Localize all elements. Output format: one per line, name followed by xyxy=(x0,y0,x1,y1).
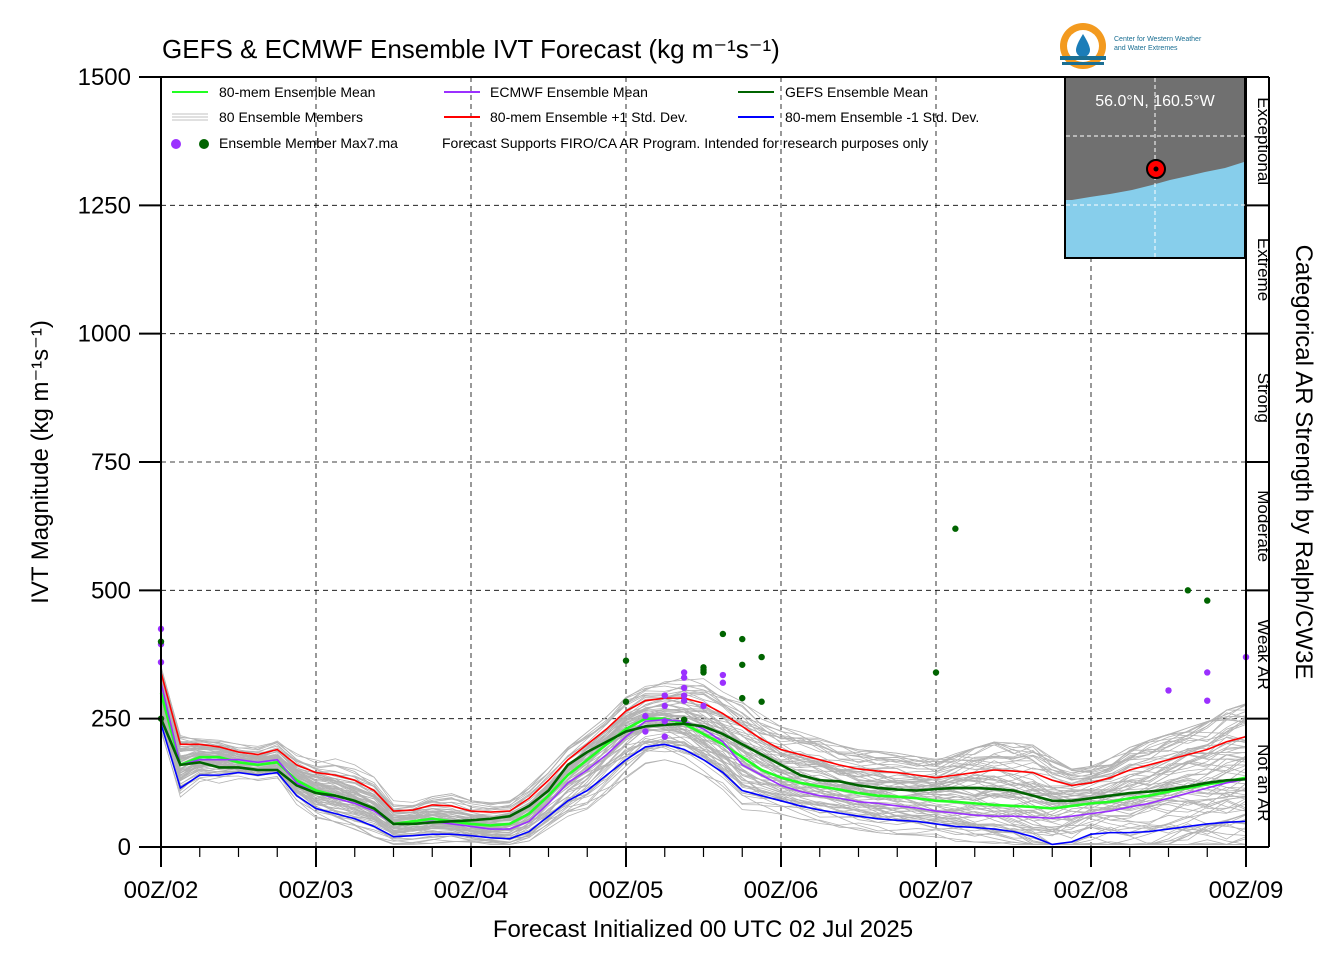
ecmwf-max-point xyxy=(1204,697,1211,704)
category-label: Not an AR xyxy=(1254,744,1273,822)
x-tick-label: 00Z/02 xyxy=(124,877,199,904)
legend-max: Ensemble Member Max7.ma xyxy=(219,135,398,151)
x-tick-label: 00Z/08 xyxy=(1054,877,1129,904)
legend-plus-std: 80-mem Ensemble +1 Std. Dev. xyxy=(490,109,688,125)
legend-ecmwf: ECMWF Ensemble Mean xyxy=(490,84,648,100)
category-axis: Exceptional Extreme Strong Moderate Weak AR N… xyxy=(1246,76,1273,848)
inset-map: 56.0°N, 160.5°W xyxy=(1064,76,1246,259)
max-points xyxy=(157,525,1250,740)
gefs-max-point xyxy=(622,657,630,664)
gefs-max-point xyxy=(952,525,959,532)
legend: 80-mem Ensemble Mean 80 Ensemble Members… xyxy=(171,84,979,151)
category-label: Strong xyxy=(1254,373,1273,423)
ensemble-member-line xyxy=(160,684,1247,820)
ecmwf-max-point xyxy=(1165,687,1172,694)
logo-text-line2: and Water Extremes xyxy=(1114,45,1178,52)
y-axis-ticks: 0 250 500 750 1000 1250 1500 xyxy=(78,64,161,861)
legend-minus-std: 80-mem Ensemble -1 Std. Dev. xyxy=(785,109,979,125)
ensemble-member-line xyxy=(160,704,1247,843)
y-tick-label: 0 xyxy=(118,834,131,861)
x-tick-label: 00Z/05 xyxy=(589,877,664,904)
right-axis-title: Categorical AR Strength by Ralph/CW3E xyxy=(1290,245,1317,680)
gefs-max-point xyxy=(1184,587,1192,594)
ecmwf-max-point xyxy=(680,674,688,681)
chart-title: GEFS & ECMWF Ensemble IVT Forecast (kg m… xyxy=(162,34,780,64)
ecmwf-max-point xyxy=(661,718,668,725)
gefs-max-point xyxy=(719,630,727,638)
x-axis-label: Forecast Initialized 00 UTC 02 Jul 2025 xyxy=(493,916,913,943)
ecmwf-max-point xyxy=(680,669,688,676)
x-tick-label: 00Z/04 xyxy=(434,877,509,904)
gefs-max-point xyxy=(739,694,746,702)
ensemble-member-line xyxy=(160,672,1247,821)
alaska-land-icon xyxy=(1066,78,1244,200)
category-label: Exceptional xyxy=(1254,97,1273,185)
water-drop-icon xyxy=(1076,34,1090,57)
legend-note: Forecast Supports FIRO/CA AR Program. In… xyxy=(442,135,928,151)
logo-text-line1: Center for Western Weather xyxy=(1114,36,1202,43)
ecmwf-max-point xyxy=(661,692,668,699)
cw3e-logo: Center for Western Weather and Water Ext… xyxy=(1060,23,1202,69)
y-tick-label: 750 xyxy=(91,449,131,476)
inset-location-label: 56.0°N, 160.5°W xyxy=(1095,93,1215,110)
gefs-max-point xyxy=(758,653,765,661)
category-label: Moderate xyxy=(1254,490,1273,562)
gefs-max-point xyxy=(622,698,630,705)
ensemble-member-line xyxy=(160,718,1247,845)
gefs-max-point xyxy=(700,666,707,674)
ecmwf-max-point xyxy=(700,702,707,710)
ensemble-member-line xyxy=(160,676,1247,832)
ensemble-member-lines xyxy=(160,666,1247,845)
ensemble-member-line xyxy=(160,713,1247,845)
ensemble-member-line xyxy=(160,696,1247,840)
ecmwf-max-point xyxy=(680,697,688,704)
x-tick-label: 00Z/07 xyxy=(899,877,974,904)
legend-gefs: GEFS Ensemble Mean xyxy=(785,84,928,100)
ecmwf-max-point xyxy=(661,702,668,710)
ecmwf-max-point xyxy=(661,733,668,740)
ecmwf-max-point xyxy=(719,679,727,686)
y-tick-label: 1250 xyxy=(78,192,131,219)
ecmwf-max-point xyxy=(642,728,649,735)
gefs-max-point xyxy=(739,635,746,643)
y-tick-label: 250 xyxy=(91,706,131,733)
ensemble-member-line xyxy=(160,684,1247,823)
series-line xyxy=(159,718,1247,826)
legend-members: 80 Ensemble Members xyxy=(219,109,363,125)
gefs-max-point xyxy=(1204,597,1211,604)
gefs-max-point xyxy=(932,669,940,676)
ensemble-member-line xyxy=(160,668,1247,810)
y-tick-label: 1500 xyxy=(78,64,131,91)
ecmwf-max-point xyxy=(680,684,688,692)
ensemble-member-line xyxy=(160,671,1247,816)
series-line xyxy=(160,682,1247,830)
gefs-max-point xyxy=(758,698,765,705)
x-tick-label: 00Z/06 xyxy=(744,877,819,904)
ecmwf-max-point xyxy=(642,712,649,720)
x-axis-ticks: 00Z/02 00Z/03 00Z/04 00Z/05 00Z/06 00Z/07 00Z/… xyxy=(124,847,1284,904)
ensemble-member-line xyxy=(160,670,1247,827)
x-tick-label: 00Z/03 xyxy=(279,877,354,904)
y-tick-label: 1000 xyxy=(78,321,131,348)
gefs-max-point xyxy=(739,661,746,668)
category-label: Weak AR xyxy=(1254,619,1273,690)
ensemble-member-line xyxy=(160,683,1247,821)
ensemble-member-line xyxy=(160,679,1247,836)
ecmwf-max-point xyxy=(1204,669,1211,676)
y-tick-label: 500 xyxy=(91,577,131,604)
x-tick-label: 00Z/09 xyxy=(1209,877,1284,904)
ecmwf-max-point xyxy=(719,671,727,679)
ecmwf-max-point xyxy=(680,692,688,699)
ensemble-member-line xyxy=(160,698,1247,835)
ensemble-member-line xyxy=(160,666,1247,819)
series-line xyxy=(160,723,1247,846)
y-axis-label: IVT Magnitude (kg m⁻¹s⁻¹) xyxy=(27,320,54,604)
category-label: Extreme xyxy=(1254,238,1273,301)
ensemble-member-line xyxy=(160,674,1247,806)
ensemble-member-line xyxy=(160,694,1247,840)
legend-mean80: 80-mem Ensemble Mean xyxy=(219,84,375,100)
gefs-max-point xyxy=(680,716,688,723)
